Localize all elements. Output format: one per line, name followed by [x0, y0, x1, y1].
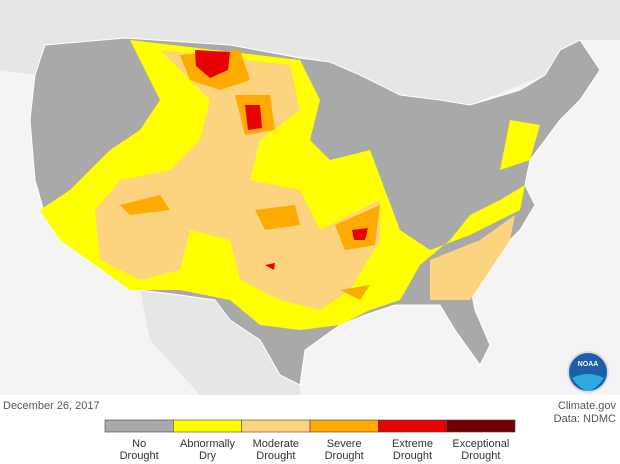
legend-label: Drought [461, 450, 500, 462]
neighbor-land [0, 0, 620, 395]
moderate-drought-area [430, 215, 515, 300]
legend-label: Extreme [392, 438, 433, 450]
legend-swatch [173, 419, 242, 433]
date-label: December 26, 2017 [3, 400, 100, 412]
legend-swatch [378, 419, 447, 433]
credit: Data: NDMC [554, 413, 616, 425]
extreme-drought-area [195, 50, 368, 270]
legend-swatch [446, 419, 516, 433]
legend-label: No [132, 438, 146, 450]
legend-label: Moderate [253, 438, 299, 450]
legend-label: Drought [325, 450, 364, 462]
legend-swatch [241, 419, 311, 433]
legend: NoDroughtAbnormallyDryModerateDroughtSev… [104, 419, 516, 462]
abnormally-dry-area [500, 120, 540, 170]
legend-label: Exceptional [452, 438, 509, 450]
legend-label: Severe [327, 438, 362, 450]
noaa-logo: NOAA [567, 351, 609, 393]
legend-label: Abnormally [180, 438, 236, 450]
logo-text: NOAA [578, 361, 599, 368]
legend-label: Drought [120, 450, 159, 462]
legend-label: Drought [393, 450, 432, 462]
legend-swatch [104, 419, 174, 433]
moderate-drought-area [95, 50, 380, 310]
legend-swatch [309, 419, 379, 433]
legend-label: Dry [199, 450, 217, 462]
legend-label: Drought [256, 450, 295, 462]
credit: Climate.gov [558, 400, 617, 412]
logo-wave [572, 374, 604, 391]
severe-drought-area [120, 50, 380, 300]
